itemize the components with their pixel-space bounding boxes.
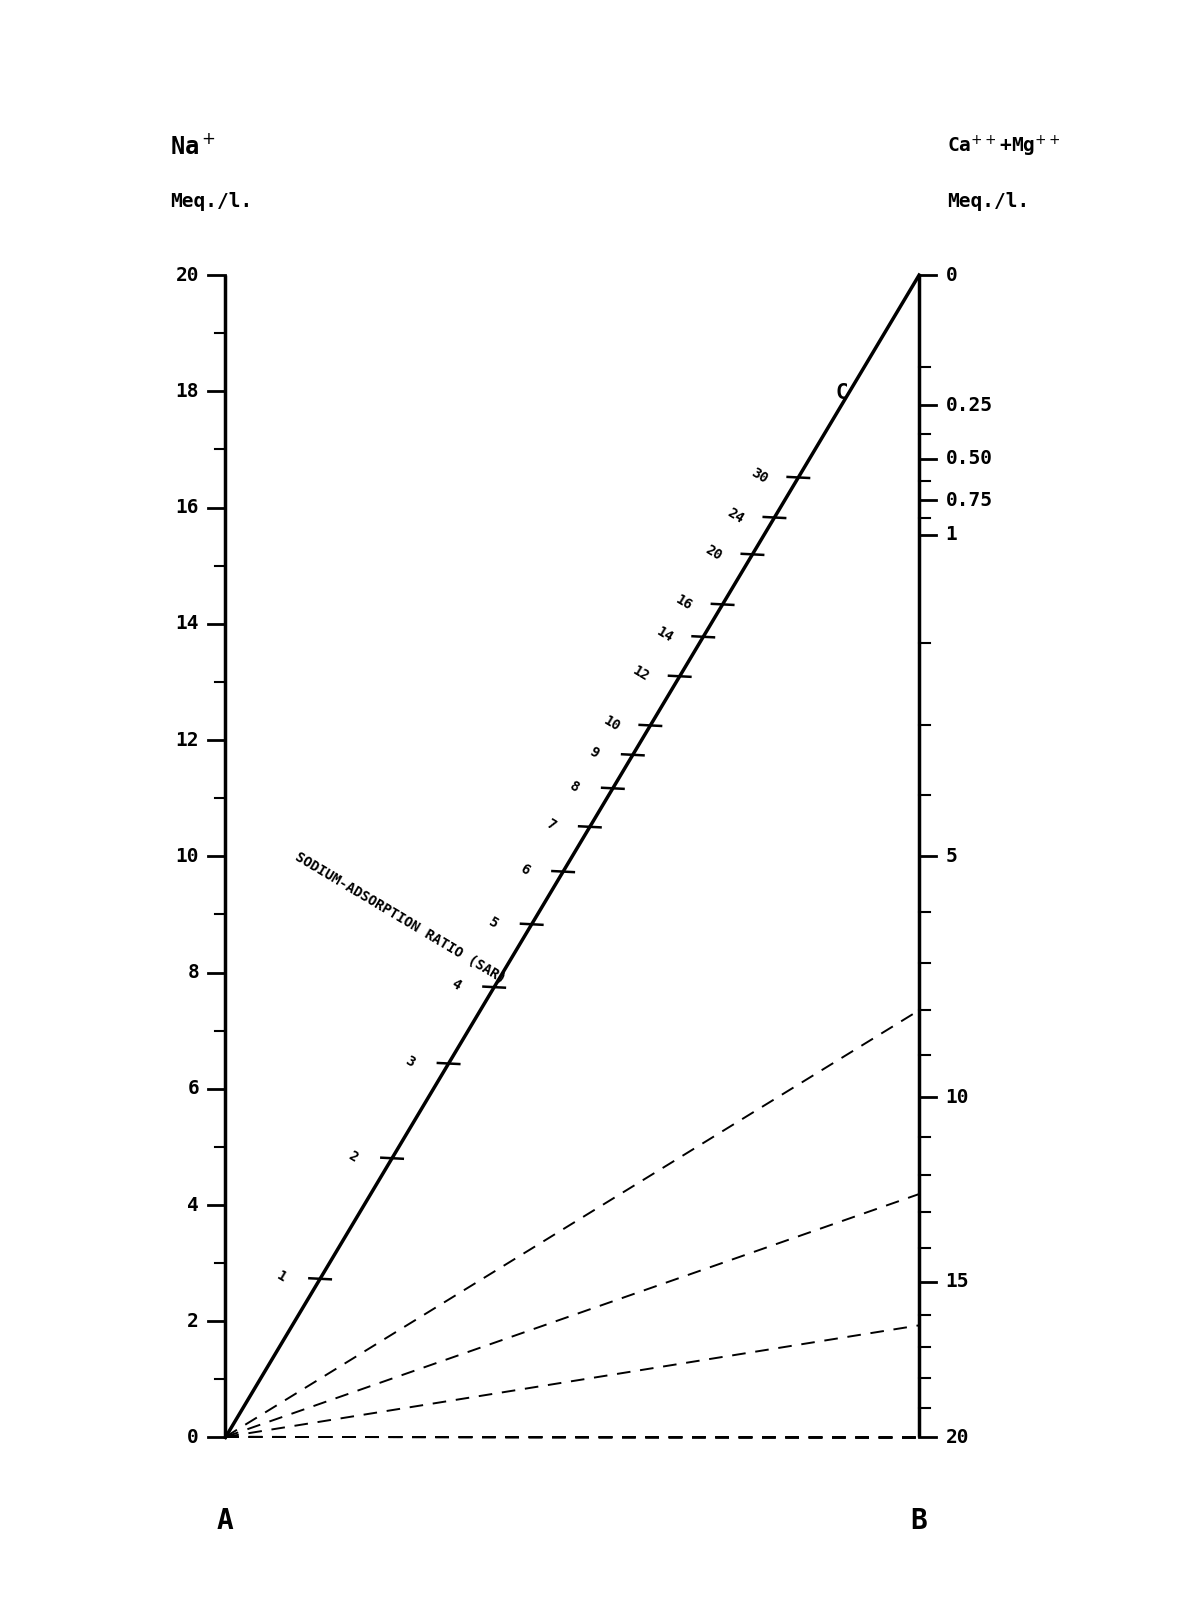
Text: 14: 14 [654, 624, 676, 646]
Text: Meq./l.: Meq./l. [170, 191, 252, 211]
Text: 0.50: 0.50 [946, 449, 992, 469]
Text: 14: 14 [175, 615, 199, 633]
Text: 10: 10 [601, 714, 623, 733]
Text: 20: 20 [703, 542, 725, 563]
Text: 20: 20 [946, 1427, 968, 1447]
Text: 2: 2 [187, 1312, 199, 1330]
Text: 0: 0 [187, 1427, 199, 1447]
Text: 0: 0 [946, 266, 958, 284]
Text: 16: 16 [175, 498, 199, 517]
Text: A: A [217, 1507, 234, 1536]
Text: 10: 10 [175, 847, 199, 866]
Text: 12: 12 [630, 663, 652, 684]
Text: 3: 3 [403, 1053, 418, 1071]
Text: 0.25: 0.25 [946, 396, 992, 415]
Text: 10: 10 [946, 1087, 968, 1106]
Text: 8: 8 [566, 779, 581, 795]
Text: 4: 4 [449, 976, 463, 993]
Text: 9: 9 [587, 744, 601, 761]
Text: 6: 6 [517, 861, 532, 878]
Text: 8: 8 [187, 963, 199, 981]
Text: Na$^+$: Na$^+$ [170, 135, 216, 159]
Text: 24: 24 [725, 506, 746, 526]
Text: 2: 2 [346, 1148, 360, 1165]
Text: 16: 16 [673, 592, 695, 613]
Text: 12: 12 [175, 730, 199, 749]
Text: 30: 30 [749, 466, 770, 487]
Text: SODIUM-ADSORPTION RATIO (SAR): SODIUM-ADSORPTION RATIO (SAR) [293, 850, 509, 986]
Text: Meq./l.: Meq./l. [947, 191, 1030, 211]
Text: 1: 1 [946, 526, 958, 545]
Text: 5: 5 [486, 915, 500, 931]
Text: 20: 20 [175, 266, 199, 284]
Text: 4: 4 [187, 1195, 199, 1215]
Text: B: B [911, 1507, 928, 1536]
Text: C: C [836, 383, 848, 402]
Text: Ca$^{++}$+Mg$^{++}$: Ca$^{++}$+Mg$^{++}$ [947, 133, 1061, 159]
Text: 1: 1 [274, 1268, 288, 1285]
Text: 0.75: 0.75 [946, 491, 992, 509]
Text: 5: 5 [946, 847, 958, 866]
Text: 15: 15 [946, 1272, 968, 1291]
Text: 7: 7 [544, 817, 558, 834]
Text: 6: 6 [187, 1079, 199, 1098]
Text: 18: 18 [175, 381, 199, 401]
